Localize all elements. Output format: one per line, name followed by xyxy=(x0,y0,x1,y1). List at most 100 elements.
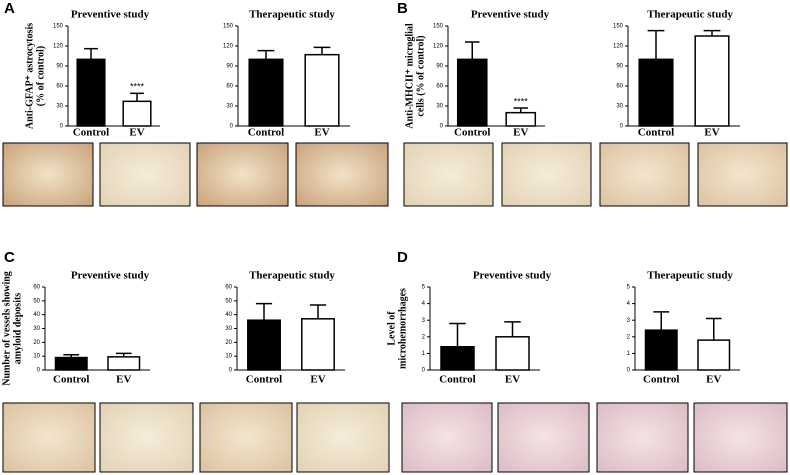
y-tick-label: 150 xyxy=(223,24,234,30)
y-tick-label: 0 xyxy=(229,368,233,374)
y-tick-label: 120 xyxy=(433,44,444,50)
y-tick-label: 4 xyxy=(627,301,631,307)
error-bar xyxy=(703,29,721,36)
bar xyxy=(122,100,152,127)
error-bar xyxy=(257,49,275,60)
y-tick-label: 10 xyxy=(33,354,40,360)
chart-title: Therapeutic study xyxy=(249,9,335,21)
y-tick-label: 3 xyxy=(627,318,631,324)
panel-label: A xyxy=(4,0,15,17)
error-bar xyxy=(513,107,529,113)
y-tick-label: 5 xyxy=(422,285,426,291)
y-tick-label: 30 xyxy=(225,326,232,332)
error-bar xyxy=(255,302,273,321)
chart: Therapeutic study 0 30 60 90 120 150 Control EV xyxy=(223,9,350,139)
bar xyxy=(456,58,488,127)
x-tick-label: EV xyxy=(704,127,719,139)
x-tick-label: EV xyxy=(513,127,528,139)
x-tick-label: Control xyxy=(454,127,490,139)
chart: Therapeutic study 0 30 60 90 120 150 Control EV xyxy=(613,9,740,139)
y-tick-label: 0 xyxy=(60,124,64,130)
error-bar xyxy=(115,352,132,357)
y-tick-label: 150 xyxy=(433,24,444,30)
chart: Preventive study 0 1 2 3 4 5 Level of microhemor… xyxy=(386,270,551,386)
error-bar xyxy=(130,92,144,102)
y-tick-label: 30 xyxy=(56,104,63,110)
error-bar xyxy=(63,354,80,358)
y-tick-label: 150 xyxy=(53,24,64,30)
bar xyxy=(107,356,141,371)
error-bar xyxy=(313,46,331,55)
panel-label: C xyxy=(4,249,15,266)
error-bar xyxy=(84,47,98,60)
chart-title: Preventive study xyxy=(71,9,150,21)
x-tick-label: EV xyxy=(116,374,131,386)
x-tick-label: EV xyxy=(505,374,520,386)
y-tick-label: 30 xyxy=(436,104,443,110)
bar xyxy=(638,58,674,127)
y-tick-label: 40 xyxy=(33,312,40,318)
y-tick-label: 60 xyxy=(33,285,40,291)
y-tick-label: 40 xyxy=(225,312,232,318)
y-tick-label: 90 xyxy=(616,64,623,70)
y-tick-label: 0 xyxy=(37,368,41,374)
y-tick-label: 30 xyxy=(33,326,40,332)
y-tick-label: 50 xyxy=(225,298,232,304)
y-tick-label: 0 xyxy=(422,368,426,374)
chart: Preventive study 0 30 60 90 120 150 Anti-GFAP⁺ … xyxy=(24,9,160,139)
error-bar xyxy=(504,321,521,337)
y-tick-label: 0 xyxy=(230,124,234,130)
y-tick-label: 2 xyxy=(422,334,426,340)
y-axis-label: Number of vessels showing xyxy=(1,271,12,386)
y-tick-label: 0 xyxy=(627,368,631,374)
bar xyxy=(54,356,88,371)
x-tick-label: Control xyxy=(73,127,109,139)
error-bar xyxy=(449,322,466,347)
chart-title: Therapeutic study xyxy=(647,9,733,21)
y-tick-label: 50 xyxy=(33,298,40,304)
chart: Therapeutic study 0 10 20 30 40 50 60 Control EV xyxy=(225,270,345,386)
x-tick-label: Control xyxy=(638,127,674,139)
x-tick-label: EV xyxy=(706,374,721,386)
y-tick-label: 120 xyxy=(223,44,234,50)
y-tick-label: 1 xyxy=(627,351,631,357)
y-tick-label: 90 xyxy=(436,64,443,70)
x-tick-label: Control xyxy=(248,127,284,139)
panel-label: D xyxy=(397,249,408,266)
y-axis-label: Anti-MHCII⁺ microglial xyxy=(404,23,415,129)
chart: Therapeutic study 0 1 2 3 4 5 Control EV xyxy=(627,270,740,386)
bar xyxy=(248,58,284,127)
y-axis-label: Level of xyxy=(386,311,397,346)
y-tick-label: 20 xyxy=(33,340,40,346)
bar xyxy=(495,336,530,371)
x-tick-label: Control xyxy=(246,374,282,386)
y-axis-label: amyloid deposits xyxy=(12,293,23,365)
chart-title: Therapeutic study xyxy=(249,270,335,282)
y-tick-label: 150 xyxy=(613,24,624,30)
y-tick-label: 5 xyxy=(627,285,631,291)
y-tick-label: 1 xyxy=(422,351,426,357)
y-tick-label: 30 xyxy=(226,104,233,110)
error-bar xyxy=(464,41,480,60)
y-tick-label: 120 xyxy=(53,44,64,50)
y-axis-label: microhemorrhages xyxy=(397,288,408,369)
bar xyxy=(644,329,678,371)
y-tick-label: 0 xyxy=(440,124,444,130)
bar xyxy=(505,111,537,127)
y-tick-label: 3 xyxy=(422,318,426,324)
error-bar xyxy=(705,317,722,341)
significance: **** xyxy=(514,96,529,106)
bar xyxy=(247,319,281,371)
y-tick-label: 0 xyxy=(620,124,624,130)
y-tick-label: 60 xyxy=(56,84,63,90)
significance: **** xyxy=(130,82,145,92)
y-tick-label: 4 xyxy=(422,301,426,307)
y-axis-label: Anti-GFAP⁺ astrocytosis xyxy=(24,23,35,129)
y-tick-label: 60 xyxy=(225,285,232,291)
chart: Preventive study 0 10 20 30 40 50 60 Number of v… xyxy=(1,270,150,386)
bar xyxy=(76,58,106,127)
y-tick-label: 90 xyxy=(56,64,63,70)
bar xyxy=(694,35,730,127)
chart-title: Preventive study xyxy=(473,270,552,282)
